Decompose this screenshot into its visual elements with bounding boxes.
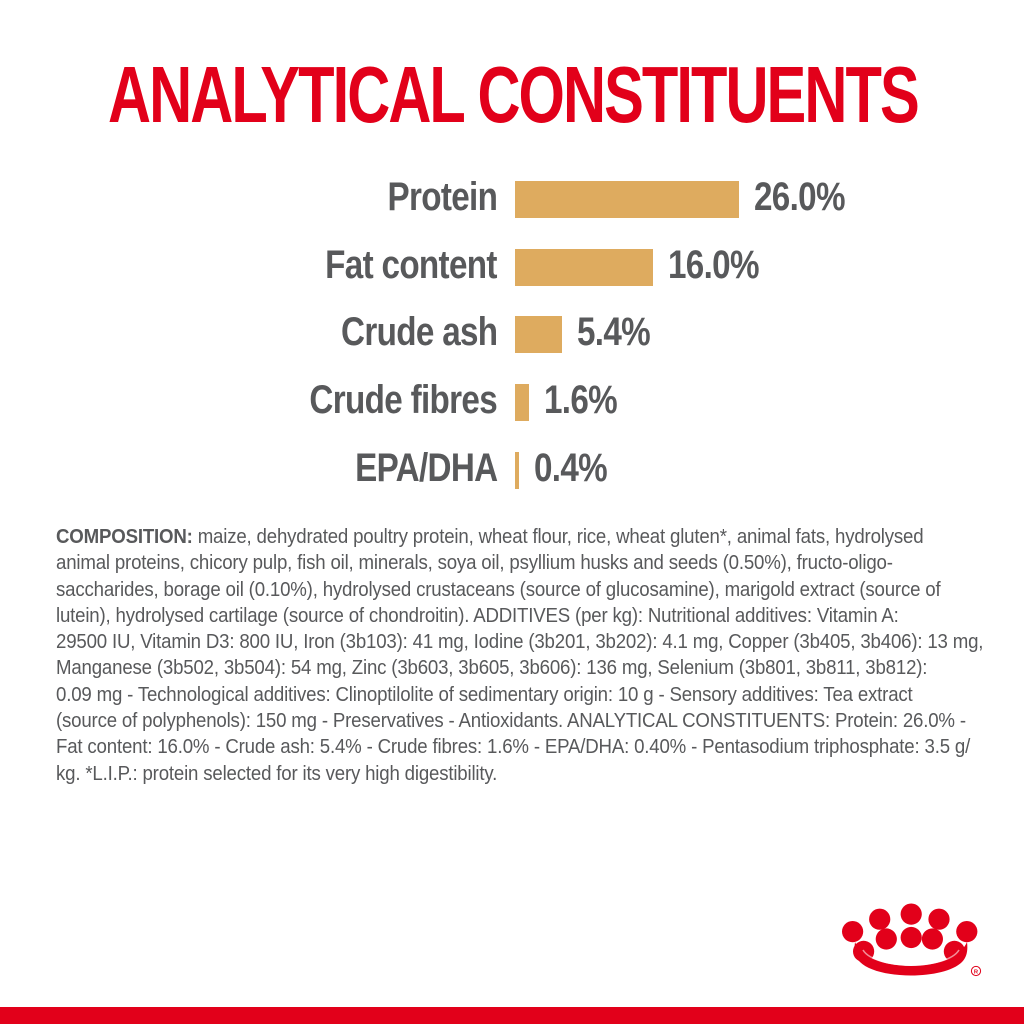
svg-text:R: R xyxy=(974,969,979,975)
